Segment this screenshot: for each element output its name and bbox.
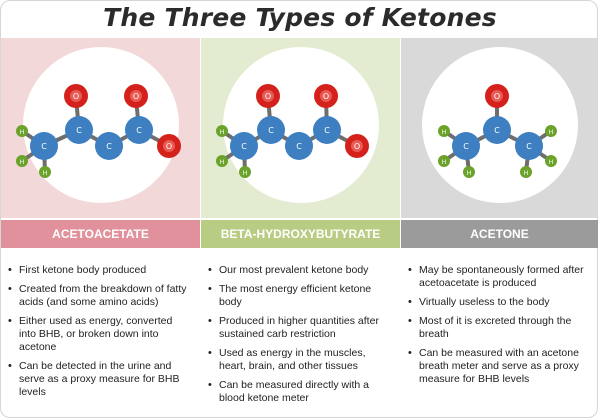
banner-acetone: ACETONE xyxy=(401,220,598,248)
svg-text:H: H xyxy=(220,159,225,166)
svg-text:H: H xyxy=(524,170,529,177)
svg-text:C: C xyxy=(106,142,112,151)
hydrogen-atoms xyxy=(438,125,557,178)
column-beta-hydroxybutyrate: C C C C O O O H H H BETA-HYDROXYBUTYRATE… xyxy=(201,38,400,416)
list-item: Virtually useless to the body xyxy=(407,296,592,309)
svg-text:H: H xyxy=(549,129,554,136)
svg-text:O: O xyxy=(265,92,271,101)
page-title: The Three Types of Ketones xyxy=(103,3,497,32)
list-item: Most of it is excreted through the breat… xyxy=(407,315,592,341)
svg-text:C: C xyxy=(296,142,302,151)
banner-acetoacetate: ACETOACETATE xyxy=(1,220,200,248)
list-item: The most energy efficient ketone body xyxy=(207,283,392,309)
svg-text:H: H xyxy=(243,170,248,177)
svg-text:H: H xyxy=(20,159,25,166)
svg-text:O: O xyxy=(133,92,139,101)
carbon-atoms xyxy=(452,116,543,160)
list-item: Can be measured with an acetone breath m… xyxy=(407,347,592,386)
ketone-name: BETA-HYDROXYBUTYRATE xyxy=(220,227,381,241)
svg-text:O: O xyxy=(354,142,360,151)
list-item: Our most prevalent ketone body xyxy=(207,264,392,277)
svg-text:H: H xyxy=(442,129,447,136)
svg-text:C: C xyxy=(324,126,330,135)
svg-text:H: H xyxy=(43,170,48,177)
column-acetoacetate: C C C C O O O H H H ACETOACETATE First k… xyxy=(1,38,200,416)
list-item: First ketone body produced xyxy=(7,264,192,277)
banner-bhb: BETA-HYDROXYBUTYRATE xyxy=(201,220,400,248)
list-item: May be spontaneously formed after acetoa… xyxy=(407,264,592,290)
hydrogen-atoms xyxy=(216,125,251,178)
oxygen-atoms xyxy=(485,84,509,108)
svg-text:H: H xyxy=(20,129,25,136)
carbon-atoms xyxy=(230,116,341,160)
svg-text:H: H xyxy=(442,159,447,166)
svg-text:H: H xyxy=(467,170,472,177)
svg-text:C: C xyxy=(136,126,142,135)
svg-text:C: C xyxy=(76,126,82,135)
acetoacetate-molecule: C C C C O O O H H H xyxy=(16,84,181,178)
acetone-molecule: C C C O H H H H H H xyxy=(438,84,557,178)
svg-text:O: O xyxy=(323,92,329,101)
molecule-panel-bhb: C C C C O O O H H H xyxy=(201,38,400,218)
carbon-atoms xyxy=(30,116,153,160)
list-item: Either used as energy, converted into BH… xyxy=(7,315,192,354)
hydrogen-atoms xyxy=(16,125,51,178)
svg-text:H: H xyxy=(220,129,225,136)
svg-text:C: C xyxy=(463,142,469,151)
svg-text:O: O xyxy=(73,92,79,101)
list-item: Produced in higher quantities after sust… xyxy=(207,315,392,341)
svg-text:O: O xyxy=(494,92,500,101)
bullet-list: Our most prevalent ketone body The most … xyxy=(207,264,392,411)
list-item: Used as energy in the muscles, heart, br… xyxy=(207,347,392,373)
molecule-panel-acetoacetate: C C C C O O O H H H xyxy=(1,38,200,218)
svg-text:H: H xyxy=(549,159,554,166)
list-item: Created from the breakdown of fatty acid… xyxy=(7,283,192,309)
bullet-list: First ketone body produced Created from … xyxy=(7,264,192,405)
svg-text:C: C xyxy=(494,126,500,135)
bullet-list: May be spontaneously formed after acetoa… xyxy=(407,264,592,392)
ketone-name: ACETONE xyxy=(470,227,529,241)
svg-text:C: C xyxy=(526,142,532,151)
svg-text:O: O xyxy=(166,142,172,151)
molecule-backdrop xyxy=(23,47,179,203)
svg-text:C: C xyxy=(241,142,247,151)
molecule-panel-acetone: C C C O H H H H H H xyxy=(401,38,598,218)
molecule-backdrop xyxy=(223,47,379,203)
oxygen-atoms xyxy=(64,84,181,158)
list-item: Can be detected in the urine and serve a… xyxy=(7,360,192,399)
svg-text:C: C xyxy=(41,142,47,151)
oxygen-atoms xyxy=(256,84,369,158)
list-item: Can be measured directly with a blood ke… xyxy=(207,379,392,405)
column-acetone: C C C O H H H H H H ACETONE May be spont… xyxy=(401,38,598,416)
svg-text:C: C xyxy=(268,126,274,135)
bhb-molecule: C C C C O O O H H H xyxy=(216,84,369,178)
ketone-name: ACETOACETATE xyxy=(52,227,149,241)
